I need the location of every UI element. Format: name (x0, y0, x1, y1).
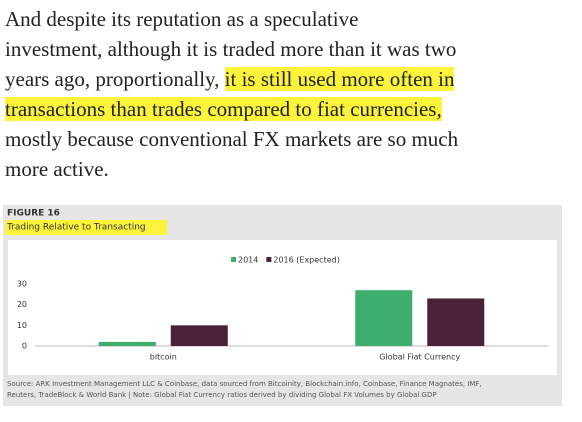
figure-label: FIGURE 16 (7, 209, 60, 219)
text: more active. (5, 157, 109, 181)
bar (355, 290, 413, 346)
legend-swatch (231, 257, 236, 262)
legend-label: 2016 (Expected) (273, 256, 339, 265)
paragraph-line: transactions than trades compared to fia… (5, 96, 442, 122)
y-tick-label: 20 (17, 300, 27, 309)
highlighted-text: it is still used more often in (224, 67, 455, 91)
text: mostly because conventional FX markets a… (5, 127, 459, 151)
y-tick-label: 30 (17, 280, 27, 289)
text: And despite its reputation as a speculat… (5, 7, 359, 31)
source-note: Source: ARK Investment Management LLC & … (7, 380, 482, 388)
bar (98, 341, 156, 346)
bar (170, 325, 228, 346)
legend-label: 2014 (238, 256, 258, 265)
figure-title: Trading Relative to Transacting (6, 223, 146, 233)
figure: FIGURE 16 Trading Relative to Transactin… (3, 205, 562, 406)
legend-swatch (266, 257, 272, 262)
bar (427, 298, 485, 346)
highlighted-text: transactions than trades compared to fia… (5, 97, 442, 121)
y-tick-label: 0 (22, 342, 27, 351)
paragraph-line: more active. (5, 156, 109, 182)
paragraph-line: investment, although it is traded more t… (5, 36, 456, 62)
x-tick-label: Global Fiat Currency (379, 353, 460, 362)
paragraph-line: years ago, proportionally, it is still u… (5, 66, 455, 92)
highlight (5, 220, 167, 235)
y-tick-label: 10 (17, 321, 27, 330)
text: years ago, proportionally, (5, 67, 225, 91)
source-note: Reuters, TradeBlock & World Bank | Note:… (7, 391, 437, 399)
x-tick-label: bitcoin (150, 353, 177, 362)
paragraph-line: mostly because conventional FX markets a… (5, 126, 458, 152)
paragraph-line: And despite its reputation as a speculat… (5, 6, 358, 32)
text: investment, although it is traded more t… (5, 37, 457, 61)
